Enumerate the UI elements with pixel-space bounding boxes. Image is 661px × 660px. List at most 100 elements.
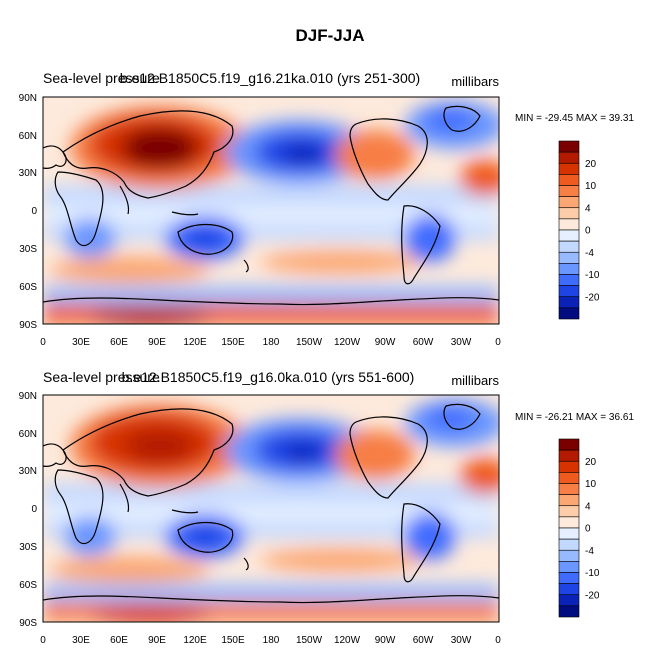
panel-2-coastlines — [43, 403, 499, 604]
panel-1-ytick: 60N — [19, 131, 37, 142]
colorbar-cell — [558, 285, 580, 298]
colorbar-cell — [558, 185, 580, 197]
panel-1-xtick: 180 — [263, 337, 280, 348]
colorbar-cell — [558, 229, 580, 242]
panel-2-xtick: 60E — [110, 635, 128, 646]
panel-1-title-left: Sea-level pressure — [43, 70, 160, 86]
panel-2-ytick: 0 — [31, 504, 37, 515]
panel-1-ytick: 90S — [19, 320, 37, 331]
panel-2-ytick: 90N — [19, 391, 37, 402]
colorbar-label: 0 — [585, 524, 591, 535]
panel-2-xtick: 90E — [148, 635, 166, 646]
panel-1-xtick: 0 — [495, 337, 501, 348]
colorbar-cell — [558, 140, 580, 153]
colorbar-label: -20 — [585, 292, 600, 303]
figure-title: DJF-JJA — [296, 26, 365, 45]
panel-2-xtick: 120E — [183, 635, 207, 646]
colorbar-cell — [558, 505, 580, 518]
colorbar-cell — [558, 162, 580, 175]
colorbar-label: 4 — [585, 203, 591, 214]
panel-1-xtick: 0 — [40, 337, 46, 348]
panel-1-ytick: 90N — [19, 93, 37, 104]
colorbar-cell — [558, 438, 580, 451]
colorbar-cell — [558, 274, 580, 286]
panel-2-ytick: 60N — [19, 429, 37, 440]
colorbar-cell — [558, 472, 580, 484]
colorbar-label: 20 — [585, 159, 597, 170]
panel-2-units: millibars — [451, 373, 499, 388]
panel-2-xtick: 150E — [221, 635, 245, 646]
panel-2-xtick: 30E — [72, 635, 90, 646]
colorbar-label: 4 — [585, 501, 591, 512]
colorbar-label: -10 — [585, 270, 600, 281]
panel-1-xtick: 30E — [72, 337, 90, 348]
colorbar-cell — [558, 460, 580, 473]
colorbar-cell — [558, 151, 580, 164]
panel-1-frame — [42, 96, 500, 325]
panel-1-title-center: b.e12.B1850C5.f19_g16.21ka.010 (yrs 251-… — [120, 70, 420, 86]
panel-2-yticks: 90N 60N 30N 0 30S 60S 90S — [19, 391, 38, 629]
colorbar-cell — [558, 549, 580, 562]
panel-1-ytick: 60S — [19, 282, 37, 293]
colorbar-cell — [558, 449, 580, 462]
panel-1-xtick: 120E — [183, 337, 207, 348]
panel-1-xtick: 150W — [296, 337, 323, 348]
colorbar-cell — [558, 494, 580, 507]
panel-1-yticks: 90N 60N 30N 0 30S 60S 90S — [19, 93, 38, 331]
colorbar-cell — [558, 605, 580, 618]
colorbar-label: 20 — [585, 457, 597, 468]
colorbar-cell — [558, 296, 580, 309]
panel-2-xticks: 0 30E 60E 90E 120E 150E 180 150W 120W 90… — [40, 635, 501, 646]
colorbar-label: -4 — [585, 248, 594, 259]
colorbar-cell — [558, 263, 580, 275]
colorbar-cell — [558, 307, 580, 320]
panel-2-xtick: 0 — [40, 635, 46, 646]
panel-1-ytick: 30N — [19, 168, 37, 179]
panel-2-xtick: 120W — [334, 635, 361, 646]
panel-2-ytick: 30S — [19, 542, 37, 553]
panel-2: Sea-level pressure b.e12.B1850C5.f19_g16… — [19, 369, 635, 646]
colorbar-cell — [558, 527, 580, 540]
colorbar-label: -20 — [585, 590, 600, 601]
panel-2-xtick: 30W — [451, 635, 472, 646]
colorbar-cell — [558, 251, 580, 264]
panel-1-coastlines — [43, 105, 499, 306]
panel-2-title-center: b.e12.B1850C5.f19_g16.0ka.010 (yrs 551-6… — [122, 369, 415, 385]
panel-1-units: millibars — [451, 74, 499, 89]
panel-2-xtick: 150W — [296, 635, 323, 646]
panel-2-xtick: 180 — [263, 635, 280, 646]
colorbar-label: 10 — [585, 479, 597, 490]
colorbar-cell — [558, 218, 580, 231]
colorbar-label: -10 — [585, 568, 600, 579]
colorbar-label: 10 — [585, 181, 597, 192]
panel-1-ytick: 0 — [31, 206, 37, 217]
panel-2-ytick: 30N — [19, 466, 37, 477]
panel-2-xtick: 90W — [375, 635, 396, 646]
panel-1-xticks: 0 30E 60E 90E 120E 150E 180 150W 120W 90… — [40, 337, 501, 348]
panel-2-xtick: 60W — [413, 635, 434, 646]
colorbar-cell — [558, 594, 580, 607]
colorbar-label: -4 — [585, 546, 594, 557]
colorbar-cell — [558, 240, 580, 253]
panel-1-xtick: 30W — [451, 337, 472, 348]
colorbar-cell — [558, 572, 580, 584]
panel-2-ytick: 90S — [19, 618, 37, 629]
panel-1-field — [43, 97, 499, 324]
panel-2-xtick: 0 — [495, 635, 501, 646]
panel-2-colorbar: 20 10 4 0 -4 -10 -20 — [558, 438, 600, 618]
colorbar-cell — [558, 207, 580, 220]
colorbar-cell — [558, 483, 580, 495]
panel-1-minmax: MIN = -29.45 MAX = 39.31 — [515, 113, 634, 124]
panel-1-xtick: 90E — [148, 337, 166, 348]
colorbar-label: 0 — [585, 226, 591, 237]
colorbar-cell — [558, 196, 580, 209]
colorbar-cell — [558, 516, 580, 529]
panel-2-field — [43, 395, 499, 622]
panel-1-colorbar: 20 10 4 0 -4 -10 -20 — [558, 140, 600, 320]
panel-1-xtick: 60E — [110, 337, 128, 348]
panel-1-ytick: 30S — [19, 244, 37, 255]
panel-1: Sea-level pressure b.e12.B1850C5.f19_g16… — [19, 70, 635, 348]
panel-2-ytick: 60S — [19, 580, 37, 591]
panel-1-xtick: 150E — [221, 337, 245, 348]
